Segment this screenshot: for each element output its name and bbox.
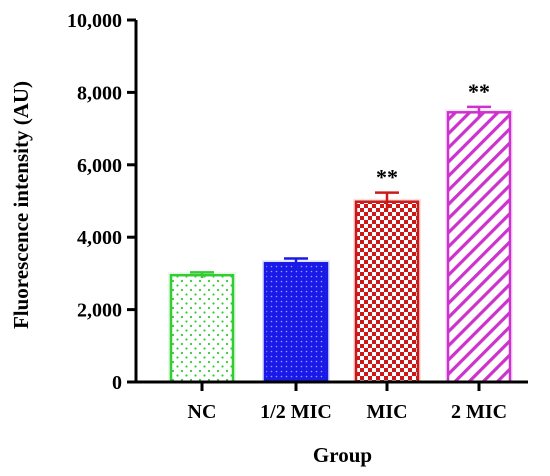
bar: [263, 262, 329, 384]
y-tick-label: 10,000: [67, 10, 122, 32]
bars: [168, 109, 513, 384]
y-axis-ticks: 0 2,000 4,000 6,000 8,000 10,000: [67, 10, 136, 394]
error-bars: [190, 105, 491, 279]
bar: [169, 273, 235, 384]
x-axis-ticks: NC 1/2 MIC MIC 2 MIC: [188, 382, 507, 423]
y-tick-label: 4,000: [77, 227, 122, 249]
x-axis-title: Group: [313, 443, 372, 467]
significance-labels: ** **: [376, 79, 490, 190]
y-axis-title: Fluorescence intensity (AU): [9, 81, 33, 329]
y-tick-label: 2,000: [77, 300, 122, 322]
x-tick-label: NC: [188, 401, 217, 423]
x-tick-label: 1/2 MIC: [260, 401, 332, 423]
significance-label: **: [468, 79, 490, 104]
y-tick-label: 8,000: [77, 82, 122, 104]
bar: [446, 111, 512, 384]
x-tick-label: MIC: [366, 401, 407, 423]
y-tick-label: 0: [112, 372, 122, 394]
y-tick-label: 6,000: [77, 155, 122, 177]
x-tick-label: 2 MIC: [451, 401, 507, 423]
significance-label: **: [376, 165, 398, 190]
bar: [354, 200, 420, 384]
